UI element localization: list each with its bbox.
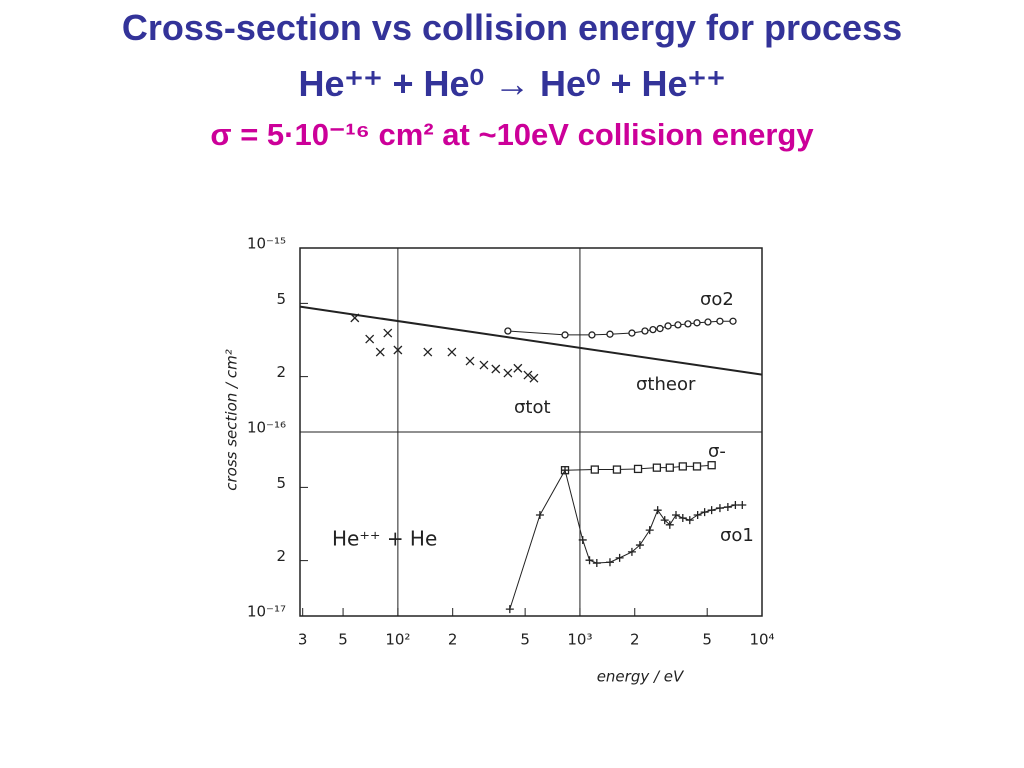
marker [645, 526, 654, 535]
marker [606, 330, 614, 338]
marker [479, 360, 489, 370]
marker [423, 347, 433, 357]
x-tick-label: 5 [702, 631, 712, 649]
marker [491, 364, 501, 374]
marker [715, 504, 724, 513]
y-tick-label: 10⁻¹⁶ [247, 419, 286, 437]
marker [588, 331, 596, 339]
marker [592, 559, 601, 568]
marker [627, 547, 636, 556]
x-tick-label: 10⁴ [749, 631, 774, 649]
marker [649, 325, 657, 334]
header: Cross-section vs collision energy for pr… [112, 0, 912, 158]
marker [535, 510, 544, 519]
marker [585, 556, 594, 565]
marker [656, 324, 664, 333]
annotation: He⁺⁺ + He [332, 527, 437, 551]
marker [465, 356, 475, 366]
y-tick-label: 2 [276, 547, 286, 565]
series-label: σtot [514, 397, 551, 418]
marker [383, 328, 393, 338]
marker [665, 463, 674, 472]
marker [674, 321, 682, 329]
marker [738, 501, 747, 510]
x-tick-label: 10² [385, 631, 410, 649]
y-tick-label: 2 [276, 363, 286, 381]
marker [652, 463, 662, 472]
x-tick-label: 10³ [567, 631, 592, 649]
series-label: σtheor [636, 374, 696, 395]
y-tick-label: 5 [276, 290, 286, 308]
marker [716, 317, 724, 325]
marker [678, 462, 687, 471]
marker [693, 510, 702, 519]
y-axis-label: cross section / cm² [223, 349, 241, 490]
marker [729, 317, 737, 325]
marker [350, 313, 360, 323]
marker [590, 465, 599, 474]
marker [375, 347, 385, 357]
y-tick-label: 10⁻¹⁷ [247, 603, 286, 621]
marker [393, 345, 403, 355]
marker [723, 503, 732, 512]
marker [513, 363, 523, 373]
marker [578, 535, 587, 544]
series-label: σ- [708, 441, 726, 462]
x-tick-label: 5 [338, 631, 348, 649]
x-axis-label: energy / eV [597, 668, 685, 686]
marker [731, 501, 740, 510]
marker [633, 464, 643, 474]
marker [523, 370, 533, 380]
marker [365, 334, 375, 344]
marker [692, 462, 702, 471]
marker [684, 320, 692, 328]
x-tick-label: 2 [448, 631, 458, 649]
y-tick-label: 10⁻¹⁵ [247, 235, 286, 253]
series-label: σo2 [700, 289, 734, 310]
note: σ = 5·10⁻¹⁶ cm² at ~10eV collision energ… [210, 117, 814, 152]
marker [707, 461, 716, 470]
marker [529, 373, 539, 383]
marker [707, 506, 716, 515]
marker [447, 347, 457, 357]
marker [685, 516, 694, 525]
marker [672, 510, 680, 519]
marker [660, 516, 669, 525]
marker [505, 605, 514, 614]
marker [700, 508, 709, 517]
marker [612, 465, 622, 474]
x-tick-label: 5 [520, 631, 530, 649]
series-line [299, 305, 763, 376]
marker [561, 331, 569, 339]
marker [664, 322, 672, 330]
marker [641, 327, 649, 335]
y-tick-label: 5 [276, 474, 286, 492]
chart-title: Cross-section vs collision energy for pr… [121, 7, 903, 48]
reaction: He⁺⁺ + He⁰ → He⁰ + He⁺⁺ [298, 63, 726, 104]
series-label: σo1 [720, 525, 754, 546]
marker [503, 368, 513, 378]
marker [704, 318, 712, 326]
marker [504, 327, 512, 335]
marker [628, 329, 636, 337]
x-tick-label: 2 [630, 631, 640, 649]
marker [605, 558, 614, 567]
series-line [509, 468, 743, 610]
marker [635, 541, 644, 550]
marker [653, 506, 662, 515]
marker [561, 466, 570, 475]
marker [665, 520, 674, 529]
x-tick-label: 3 [298, 631, 308, 649]
marker [693, 319, 701, 327]
marker [678, 513, 687, 522]
marker [615, 553, 624, 562]
